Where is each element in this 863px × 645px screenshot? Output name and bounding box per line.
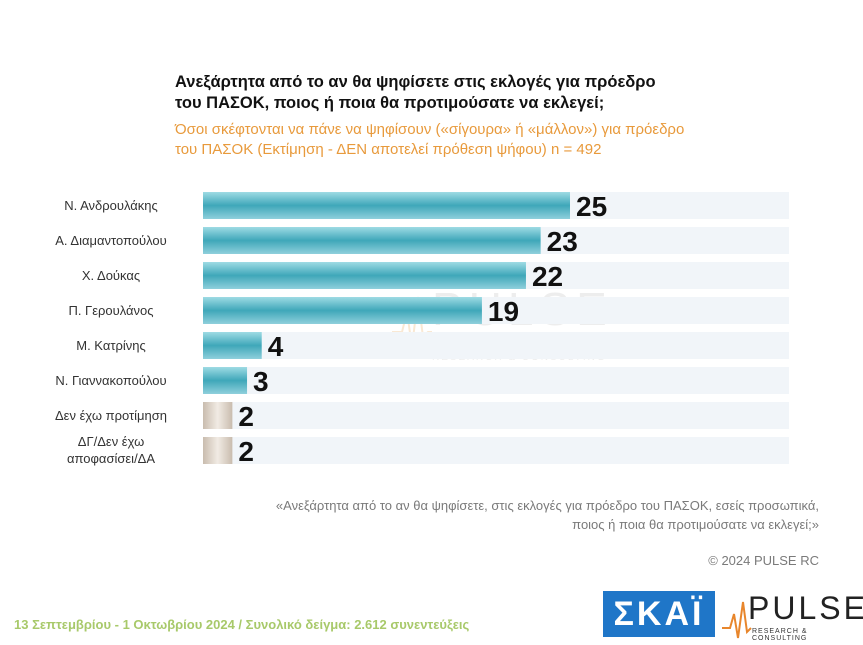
category-label: Ν. Γιαννακοπούλου (55, 373, 166, 388)
bar-value-label: 19 (488, 296, 519, 327)
copyright: © 2024 PULSE RC (708, 553, 819, 568)
bar (203, 332, 262, 359)
bar (203, 227, 541, 254)
chart-title: Ανεξάρτητα από το αν θα ψηφίσετε στις εκ… (175, 73, 656, 112)
skai-logo: ΣΚΑΪ (603, 591, 715, 637)
category-label: Χ. Δούκας (82, 268, 140, 283)
bar-value-label: 23 (547, 226, 578, 257)
survey-footer: 13 Σεπτεμβρίου - 1 Οκτωβρίου 2024 / Συνο… (14, 617, 470, 632)
bar-value-label: 2 (238, 401, 254, 432)
category-label: Α. Διαμαντοπούλου (55, 233, 167, 248)
bar-value-label: 3 (253, 366, 269, 397)
bar (203, 437, 233, 464)
bar-track (203, 332, 789, 359)
pulse-logo-word: PULSE (748, 590, 863, 626)
category-label: Π. Γερουλάνος (68, 303, 153, 318)
bar-value-label: 25 (576, 191, 607, 222)
bar-value-label: 22 (532, 261, 563, 292)
category-label: Δεν έχω προτίμηση (55, 408, 167, 423)
pulse-logo-sub: RESEARCH & CONSULTING (752, 628, 808, 642)
category-label: ΔΓ/Δεν έχω αποφασίσει/ΔΑ (67, 434, 155, 466)
bar (203, 262, 526, 289)
category-label: Ν. Ανδρουλάκης (64, 198, 158, 213)
bar-track (203, 437, 789, 464)
bar-value-label: 4 (268, 331, 284, 362)
category-label: Μ. Κατρίνης (76, 338, 146, 353)
bar (203, 402, 233, 429)
bar-track (203, 367, 789, 394)
pulse-wave-icon (722, 601, 752, 639)
bar-value-label: 2 (238, 436, 254, 467)
bar (203, 367, 248, 394)
chart-subtitle: Όσοι σκέφτονται να πάνε να ψηφίσουν («σί… (175, 121, 685, 158)
bar (203, 192, 570, 219)
bar (203, 297, 482, 324)
pulse-logo: PULSE RESEARCH & CONSULTING (722, 590, 863, 642)
question-quote: «Ανεξάρτητα από το αν θα ψηφίσετε, στις … (275, 498, 819, 532)
bar-track (203, 402, 789, 429)
